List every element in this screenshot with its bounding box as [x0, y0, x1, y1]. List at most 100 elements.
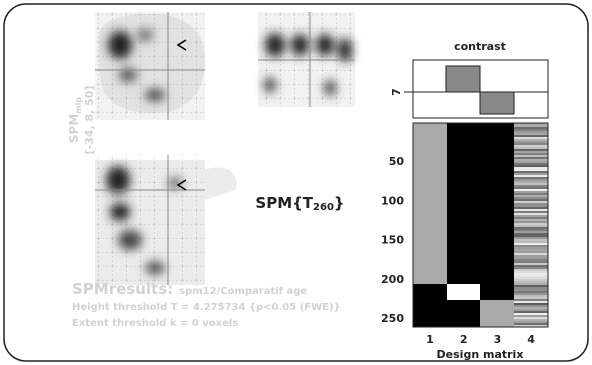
regressor-stripe: [514, 323, 548, 325]
regressor-stripe: [514, 247, 548, 249]
regressor-stripe: [514, 243, 548, 245]
regressor-stripe: [514, 235, 548, 237]
spm-window: SPMmip [-34, 8, 50] SPM{T260} SPMresults…: [0, 0, 592, 365]
regressor-stripe: [514, 141, 548, 143]
glass-brain-coronal: [258, 12, 355, 107]
heading: SPMresults:: [72, 280, 173, 298]
regressor-stripe: [514, 217, 548, 219]
regressor-stripe: [514, 195, 548, 197]
regressor-stripe: [514, 185, 548, 187]
regressor-stripe: [514, 255, 548, 257]
regressor-stripe: [514, 291, 548, 293]
regressor-stripe: [514, 307, 548, 309]
regressor-stripe: [514, 215, 548, 217]
regressor-stripe: [514, 169, 548, 171]
regressor-stripe: [514, 155, 548, 157]
regressor-stripe: [514, 293, 548, 295]
regressor-stripe: [514, 301, 548, 303]
regressor-stripe: [514, 219, 548, 221]
regressor-stripe: [514, 321, 548, 323]
regressor-stripe: [514, 199, 548, 201]
regressor-stripe: [514, 269, 548, 271]
regressor-stripe: [514, 197, 548, 199]
regressor-stripe: [514, 211, 548, 213]
row-label: 100: [381, 194, 404, 207]
regressor-stripe: [514, 157, 548, 159]
row-label: 150: [381, 234, 404, 247]
regressor-stripe: [514, 223, 548, 225]
regressor-stripe: [514, 149, 548, 151]
regressor-stripe: [514, 203, 548, 205]
regressor-stripe: [514, 147, 548, 149]
regressor-stripe: [514, 193, 548, 195]
regressor-stripe: [514, 259, 548, 261]
design-matrix-title: Design matrix: [437, 348, 524, 361]
regressor-stripe: [514, 237, 548, 239]
page: SPMmip [-34, 8, 50] SPM{T260} SPMresults…: [0, 0, 592, 365]
regressor-stripe: [514, 183, 548, 185]
regressor-stripe: [514, 159, 548, 161]
regressor-stripe: [514, 313, 548, 315]
regressor-stripe: [514, 311, 548, 313]
regressor-stripe: [514, 137, 548, 139]
contrast-plot: [404, 60, 548, 118]
stat-sub: 260: [313, 202, 334, 213]
regressor-stripe: [514, 319, 548, 321]
mip-label-sub: mip: [74, 97, 83, 114]
regressor-stripe: [514, 305, 548, 307]
regressor-stripe: [514, 283, 548, 285]
regressor-stripe: [514, 201, 548, 203]
column-label: 1: [426, 333, 434, 346]
regressor-stripe: [514, 233, 548, 235]
regressor-stripe: [514, 181, 548, 183]
regressor-stripe: [514, 267, 548, 269]
regressor-stripe: [514, 179, 548, 181]
regressor-stripe: [514, 263, 548, 265]
regressor-stripe: [514, 145, 548, 147]
regressor-stripe: [514, 257, 548, 259]
regressor-stripe: [514, 285, 548, 287]
regressor-stripe: [514, 153, 548, 155]
regressor-stripe: [514, 249, 548, 251]
regressor-stripe: [514, 309, 548, 311]
regressor-stripe: [514, 289, 548, 291]
regressor-stripe: [514, 253, 548, 255]
regressor-stripe: [514, 251, 548, 253]
regressor-stripe: [514, 151, 548, 153]
regressor-stripe: [514, 241, 548, 243]
regressor-stripe: [514, 177, 548, 179]
regressor-stripe: [514, 279, 548, 281]
contrast-axis-label: 7: [390, 88, 403, 96]
stat-prefix: SPM{T: [255, 194, 313, 212]
regressor-stripe: [514, 165, 548, 167]
regressor-stripe: [514, 229, 548, 231]
regressor-stripe: [514, 205, 548, 207]
contrast-title: contrast: [454, 40, 506, 53]
regressor-stripe: [514, 171, 548, 173]
regressor-stripe: [514, 131, 548, 133]
mip-label-main: SPM: [67, 114, 81, 143]
regressor-stripe: [514, 187, 548, 189]
regressor-stripe: [514, 161, 548, 163]
extent-threshold: Extent threshold k = 0 voxels: [72, 318, 238, 329]
regressor-stripe: [514, 191, 548, 193]
regressor-stripe: [514, 227, 548, 229]
regressor-stripe: [514, 207, 548, 209]
regressor-stripe: [514, 213, 548, 215]
regressor-stripe: [514, 315, 548, 317]
regressor-stripe: [514, 125, 548, 127]
height-threshold: Height threshold T = 4.275734 {p<0.05 (F…: [72, 302, 341, 313]
regressor-stripe: [514, 261, 548, 263]
regressor-stripe: [514, 271, 548, 273]
regressor-stripe: [514, 135, 548, 137]
regressor-stripe: [514, 143, 548, 145]
regressor-stripe: [514, 189, 548, 191]
regressor-stripe: [514, 275, 548, 277]
regressor-stripe: [514, 129, 548, 131]
row-label: 250: [381, 312, 404, 325]
row-label: 50: [389, 155, 405, 168]
regressor-stripe: [514, 221, 548, 223]
design-matrix: [413, 123, 548, 327]
regressor-stripe: [514, 239, 548, 241]
regressor-stripe: [514, 139, 548, 141]
